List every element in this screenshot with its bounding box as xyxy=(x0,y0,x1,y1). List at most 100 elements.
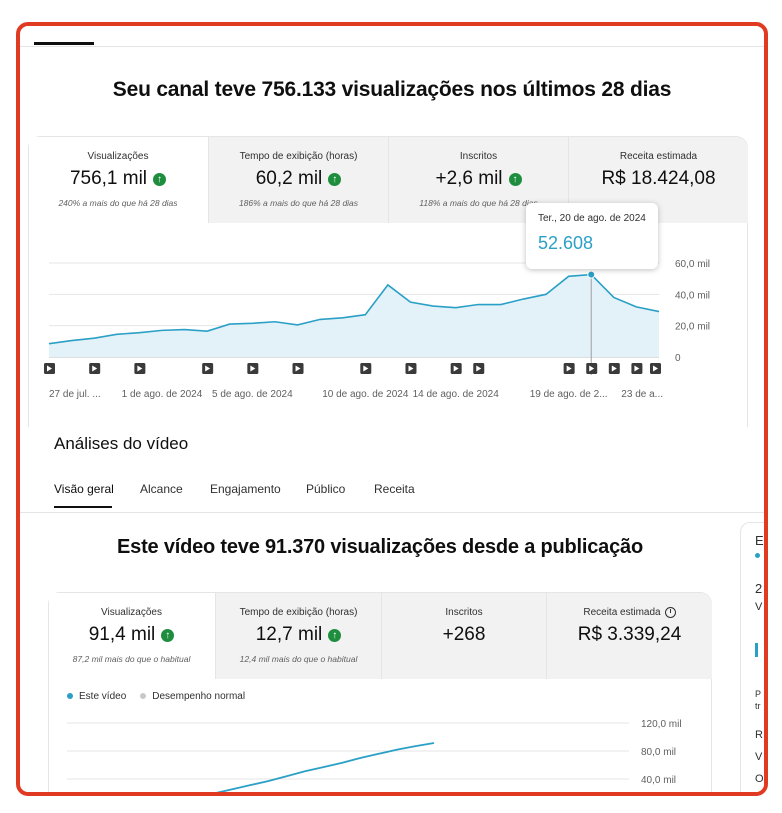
play-icon xyxy=(566,365,572,372)
play-icon xyxy=(476,365,482,372)
video-metrics-card: Visualizações 91,4 mil ↑ 87,2 mil mais do… xyxy=(48,592,712,792)
play-icon xyxy=(611,365,617,372)
metric-label: Receita estimada xyxy=(619,151,698,162)
active-tab-indicator xyxy=(34,42,94,45)
y-tick-label: 20,0 mil xyxy=(675,322,710,333)
metric-value: 60,2 mil xyxy=(255,168,323,189)
metric-value: +268 xyxy=(442,624,486,645)
metric-subscribers[interactable]: Inscritos +268 xyxy=(381,593,546,679)
side-text: 2 xyxy=(755,581,763,596)
views-line xyxy=(48,273,660,345)
metric-label: Tempo de exibição (horas) xyxy=(239,151,358,162)
legend-dot xyxy=(140,693,147,700)
metric-label: Inscritos xyxy=(459,151,498,162)
metric-note: 87,2 mil mais do que o habitual xyxy=(72,654,191,664)
metric-subscribers[interactable]: Inscritos +2,6 mil ↑ 118% a mais do que h… xyxy=(388,137,568,223)
tab-engagement[interactable]: Engajamento xyxy=(210,482,281,496)
screenshot-frame: Seu canal teve 756.133 visualizações nos… xyxy=(16,22,768,796)
tab-reach[interactable]: Alcance xyxy=(140,482,183,496)
arrow-up-icon: ↑ xyxy=(508,172,522,186)
metric-note: 118% a mais do que há 28 dias xyxy=(419,198,538,208)
metric-note: 186% a mais do que há 28 dias xyxy=(238,198,359,208)
active-tab-indicator xyxy=(54,506,112,508)
x-tick-label: 19 de ago. de 2... xyxy=(530,389,608,400)
play-icon xyxy=(634,365,640,372)
play-icon xyxy=(295,365,301,372)
channel-metrics-card: Visualizações 756,1 mil ↑ 240% a mais do … xyxy=(28,136,748,427)
this-video-line xyxy=(216,742,435,792)
side-text: O xyxy=(755,773,764,785)
metric-label: Receita estimada xyxy=(583,607,661,619)
chart-legend: Este vídeo Desempenho normal xyxy=(67,691,245,702)
side-text: tr xyxy=(755,701,761,711)
metric-views[interactable]: Visualizações 756,1 mil ↑ 240% a mais do … xyxy=(29,137,207,223)
play-icon xyxy=(653,365,658,372)
play-icon xyxy=(363,365,369,372)
play-icon xyxy=(589,365,595,372)
tooltip-value: 52.608 xyxy=(538,233,594,253)
legend-item-normal-performance: Desempenho normal xyxy=(140,691,245,702)
arrow-up-icon: ↑ xyxy=(328,628,342,642)
metric-label: Inscritos xyxy=(445,607,483,618)
metric-value: 12,7 mil xyxy=(255,624,323,645)
metric-note: 240% a mais do que há 28 dias xyxy=(58,198,178,208)
tab-overview[interactable]: Visão geral xyxy=(54,482,114,496)
y-tick-label: 40,0 mil xyxy=(675,290,710,301)
metric-revenue[interactable]: Receita estimada R$ 3.339,24 xyxy=(546,593,712,679)
side-text: V xyxy=(755,751,763,763)
side-bar xyxy=(755,643,758,657)
legend-dot xyxy=(67,693,73,700)
x-tick-label: 1 de ago. de 2024 xyxy=(122,389,203,400)
play-icon xyxy=(250,365,256,372)
tab-revenue[interactable]: Receita xyxy=(374,482,415,496)
views-area xyxy=(49,274,659,357)
hover-point xyxy=(587,270,596,279)
play-icon xyxy=(453,365,459,372)
metric-note: 12,4 mil mais do que o habitual xyxy=(239,654,358,664)
x-tick-label: 23 de a... xyxy=(621,389,663,400)
play-icon xyxy=(137,365,143,372)
x-tick-label: 10 de ago. de 2024 xyxy=(322,389,409,400)
play-icon xyxy=(47,365,52,372)
top-tab-bar xyxy=(20,26,764,47)
arrow-up-icon: ↑ xyxy=(153,172,167,186)
chart-tooltip: Ter., 20 de ago. de 2024 52.608 xyxy=(526,203,658,269)
metric-label: Visualizações xyxy=(87,151,149,162)
metric-label: Tempo de exibição (horas) xyxy=(239,607,358,618)
x-tick-label: 27 de jul. ... xyxy=(49,389,101,400)
metric-value: 91,4 mil xyxy=(88,624,156,645)
legend-item-this-video: Este vídeo xyxy=(67,691,126,702)
x-tick-label: 14 de ago. de 2024 xyxy=(413,389,500,400)
video-views-chart-svg: 120,0 mil 80,0 mil 40,0 mil xyxy=(67,719,682,792)
channel-headline: Seu canal teve 756.133 visualizações nos… xyxy=(112,78,672,101)
y-tick-label: 0 xyxy=(675,353,681,364)
video-tabs: Visão geral Alcance Engajamento Público … xyxy=(20,482,764,513)
clock-icon xyxy=(664,607,676,618)
play-icon xyxy=(205,365,211,372)
tab-audience[interactable]: Público xyxy=(306,482,346,496)
metric-value: 756,1 mil xyxy=(69,168,148,189)
side-text: P xyxy=(755,689,762,699)
side-dot xyxy=(755,553,760,558)
arrow-up-icon: ↑ xyxy=(328,172,342,186)
video-analytics-title: Análises do vídeo xyxy=(54,434,189,453)
metric-label: Visualizações xyxy=(101,607,162,618)
side-text: V xyxy=(755,601,763,613)
y-tick-label: 80,0 mil xyxy=(641,747,676,758)
side-panel-card: E 2 V P tr R V O xyxy=(740,522,764,792)
play-icon xyxy=(408,365,414,372)
metric-views[interactable]: Visualizações 91,4 mil ↑ 87,2 mil mais do… xyxy=(49,593,214,679)
x-tick-label: 5 de ago. de 2024 xyxy=(212,389,293,400)
tooltip-date: Ter., 20 de ago. de 2024 xyxy=(538,213,646,224)
y-tick-label: 60,0 mil xyxy=(675,259,710,270)
metric-watch-time[interactable]: Tempo de exibição (horas) 12,7 mil ↑ 12,4… xyxy=(215,593,381,679)
arrow-up-icon: ↑ xyxy=(161,628,175,642)
side-text: E xyxy=(755,533,764,548)
metric-value: R$ 3.339,24 xyxy=(577,624,682,646)
y-tick-label: 40,0 mil xyxy=(641,775,676,786)
video-views-chart: 120,0 mil 80,0 mil 40,0 mil xyxy=(49,709,711,792)
play-icon xyxy=(92,365,98,372)
metric-watch-time[interactable]: Tempo de exibição (horas) 60,2 mil ↑ 186%… xyxy=(208,137,388,223)
video-headline: Este vídeo teve 91.370 visualizações des… xyxy=(117,536,643,558)
metric-value: +2,6 mil xyxy=(435,168,503,189)
